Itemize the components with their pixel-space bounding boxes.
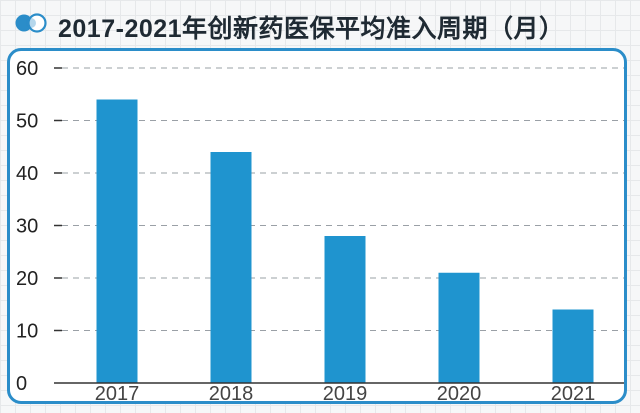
bar-2020 (438, 272, 480, 383)
x-tick-label: 2018 (209, 383, 254, 401)
y-tick-label: 0 (16, 373, 27, 395)
bar-chart: 0 10 20 30 40 50 60 2017 2018 2019 2020 2021 (16, 58, 624, 401)
y-tick-label: 60 (16, 58, 38, 80)
x-tick-label: 2021 (551, 383, 596, 401)
chart-panel: 0 10 20 30 40 50 60 2017 2018 2019 2020 2021 (7, 48, 627, 404)
x-tick-label: 2017 (95, 383, 140, 401)
x-tick-label: 2020 (437, 383, 482, 401)
bar-2018 (210, 152, 252, 383)
x-tick-label: 2019 (323, 383, 368, 401)
y-tick-label: 40 (16, 163, 38, 185)
y-tick-label: 10 (16, 321, 38, 343)
y-tick-label: 30 (16, 216, 38, 238)
two-circles-icon (15, 13, 47, 33)
y-tick-label: 20 (16, 268, 38, 290)
chart-title: 2017-2021年创新药医保平均准入周期（月） (58, 15, 565, 43)
y-axis: 0 10 20 30 40 50 60 (16, 58, 38, 395)
bar-2017 (96, 99, 138, 383)
y-tick-label: 50 (16, 111, 38, 133)
bar-2021 (552, 309, 594, 383)
bar-series (96, 99, 594, 383)
chart-header: 2017-2021年创新药医保平均准入周期（月） (0, 0, 640, 46)
x-axis: 2017 2018 2019 2020 2021 (62, 382, 624, 401)
bar-2019 (324, 236, 366, 383)
